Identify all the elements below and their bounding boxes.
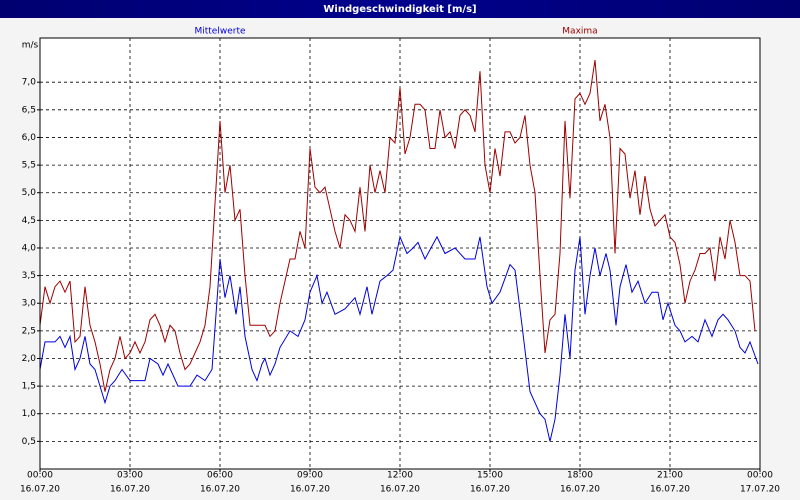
x-tick-date: 16.07.20	[20, 485, 60, 495]
x-tick-label: 12:00	[387, 471, 413, 481]
y-tick-label: 5,0	[22, 188, 37, 198]
y-tick-label: 6,5	[22, 105, 36, 115]
series-line	[39, 60, 756, 392]
x-tick-label: 09:00	[297, 471, 323, 481]
x-tick-label: 21:00	[657, 471, 683, 481]
x-tick-date: 17.07.20	[740, 485, 780, 495]
plot-border	[39, 37, 761, 470]
y-tick-label: 3,5	[22, 271, 36, 281]
y-tick-label: 2,5	[22, 326, 36, 336]
y-tick-label: 4,5	[22, 216, 36, 226]
title-bar	[0, 0, 800, 18]
y-tick-label: 1,0	[22, 409, 37, 419]
x-tick-date: 16.07.20	[650, 485, 690, 495]
y-tick-label: 6,0	[22, 133, 37, 143]
series-line	[39, 235, 759, 442]
x-tick-date: 16.07.20	[110, 485, 150, 495]
legend-entry: Maxima	[562, 27, 597, 37]
x-tick-date: 16.07.20	[560, 485, 600, 495]
y-tick-label: 1,5	[22, 382, 36, 392]
x-tick-label: 15:00	[477, 471, 503, 481]
x-tick-label: 00:00	[27, 471, 53, 481]
y-tick-label: 4,0	[22, 243, 37, 253]
y-tick-label: 3,0	[22, 299, 37, 309]
x-tick-label: 00:00	[747, 471, 773, 481]
y-axis-label: m/s	[22, 41, 39, 51]
x-tick-label: 18:00	[567, 471, 593, 481]
y-tick-label: 2,0	[22, 354, 37, 364]
x-tick-label: 03:00	[117, 471, 143, 481]
y-tick-label: 5,5	[22, 161, 36, 171]
legend-entry: Mittelwerte	[194, 27, 245, 37]
y-tick-label: 0,5	[22, 437, 36, 447]
x-tick-date: 16.07.20	[200, 485, 240, 495]
x-tick-date: 16.07.20	[380, 485, 420, 495]
chart-title: Windgeschwindigkeit [m/s]	[323, 4, 476, 15]
y-tick-label: 7,0	[22, 78, 37, 88]
x-tick-date: 16.07.20	[470, 485, 510, 495]
x-tick-label: 06:00	[207, 471, 233, 481]
x-tick-date: 16.07.20	[290, 485, 330, 495]
